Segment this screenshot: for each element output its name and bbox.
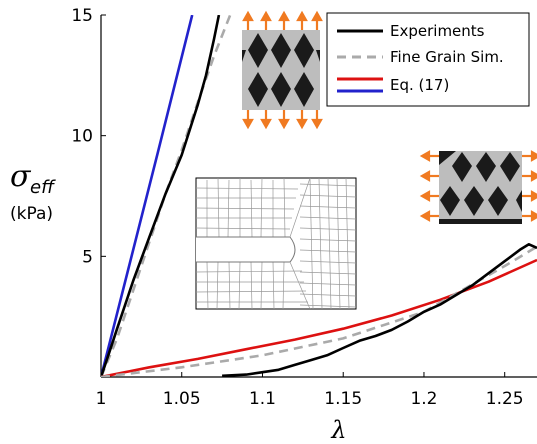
series-experiments-vertical bbox=[101, 15, 221, 377]
y-label-symbol: σ bbox=[10, 159, 32, 194]
x-axis-label: λ bbox=[330, 416, 346, 444]
series-experiments-horizontal bbox=[222, 243, 537, 377]
horizontal-stretch-specimen bbox=[419, 150, 537, 224]
x-tick-label: 1.1 bbox=[249, 389, 276, 409]
y-label-subscript: eff bbox=[30, 177, 56, 198]
legend-label-fine-grain-sim: Fine Grain Sim. bbox=[390, 48, 504, 66]
x-tick-label: 1.15 bbox=[324, 389, 362, 409]
x-tick-label: 1.25 bbox=[486, 389, 524, 409]
x-tick-label: 1.2 bbox=[410, 389, 437, 409]
y-tick-label: 10 bbox=[71, 127, 93, 147]
x-tick-label: 1 bbox=[96, 389, 107, 409]
legend: Experiments Fine Grain Sim. Eq. (17) bbox=[326, 12, 530, 107]
axis-ticks: 1 1.05 1.1 1.15 1.2 1.25 5 10 15 bbox=[71, 6, 523, 409]
y-tick-label: 15 bbox=[71, 6, 93, 26]
legend-label-experiments: Experiments bbox=[390, 22, 485, 40]
y-axis-label: σ eff (kPa) bbox=[10, 159, 56, 224]
legend-label-eq17: Eq. (17) bbox=[390, 76, 449, 94]
series-layer bbox=[101, 15, 537, 377]
series-fine-grain-sim-horizontal bbox=[101, 245, 537, 377]
series-eq-17-vertical bbox=[101, 15, 194, 377]
x-tick-label: 1.05 bbox=[163, 389, 201, 409]
mesh-cell bbox=[195, 177, 357, 310]
y-label-unit: (kPa) bbox=[10, 204, 53, 224]
vertical-stretch-specimen bbox=[242, 10, 323, 130]
y-tick-label: 5 bbox=[82, 247, 93, 267]
